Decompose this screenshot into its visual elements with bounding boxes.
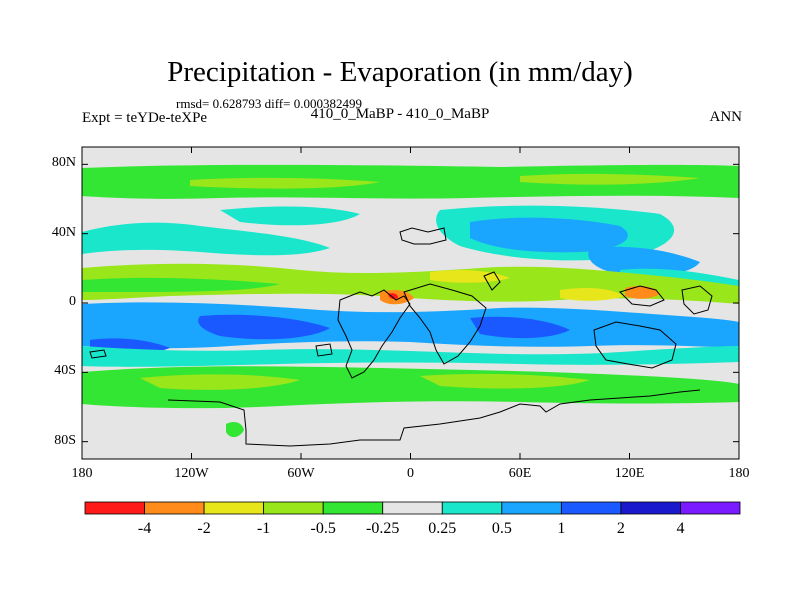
colorbar-label: 1 [557, 520, 566, 537]
south-indian-dark-blue [470, 316, 570, 339]
case-label: 410_0_MaBP - 410_0_MaBP [310, 106, 490, 122]
lon-label: 180 [728, 466, 750, 481]
colorbar-label: -0.25 [366, 520, 400, 537]
north-light-patch [190, 177, 380, 189]
colorbar-swatch-0 [84, 501, 145, 515]
colorbar-swatch-2 [203, 501, 265, 515]
lon-label: 0 [407, 466, 414, 481]
colorbar-label: 0.25 [428, 520, 457, 537]
lat-label: 80S [54, 432, 76, 448]
north-outline [399, 227, 447, 245]
colorbar-label: -0.5 [310, 520, 336, 537]
north-light-patch-2 [520, 173, 700, 185]
antarctica-outline [167, 389, 701, 447]
colorbar-label: -2 [197, 520, 211, 537]
axis-ticks [81, 147, 740, 459]
south-america-outline [337, 289, 411, 379]
atlantic-cyan-region [220, 206, 360, 226]
colorbar-label: -1 [256, 520, 271, 537]
eurasia-blue-region [470, 217, 628, 253]
red-patch [388, 293, 398, 299]
colorbar-swatch-3 [263, 501, 324, 515]
australia-outline [593, 321, 677, 369]
southern-light-green [140, 374, 300, 390]
north-wet-band [82, 164, 739, 199]
continent-outlines [89, 227, 713, 447]
colorbar-label: 4 [676, 520, 685, 537]
southern-light-green-2 [420, 373, 590, 389]
africa-outline [403, 283, 487, 365]
lon-label: 60E [508, 466, 532, 481]
lon-label: 120W [174, 466, 209, 481]
south-pacific-dark-blue [198, 314, 330, 340]
lat-label: 40S [54, 363, 76, 379]
asia-blue-region [588, 246, 700, 276]
colorbar-swatch-5 [382, 501, 443, 515]
experiment-label: Expt = teYDe-teXPe [82, 110, 208, 126]
small-island-outline [89, 349, 107, 359]
asia-peninsula-outline [483, 271, 501, 291]
pacific-yellow-patch [560, 288, 625, 301]
indonesia-outline [619, 285, 665, 307]
na-cyan-region [82, 222, 330, 256]
plot-title: Precipitation - Evaporation (in mm/day) [167, 56, 633, 88]
lat-label: 40N [51, 224, 76, 240]
pacific-island-outline [681, 285, 713, 315]
colorbar-swatch-7 [501, 501, 562, 515]
south-cyan-band [82, 346, 739, 367]
colorbar-label: 2 [616, 520, 625, 537]
season-label: ANN [709, 109, 743, 125]
lon-label: 60W [287, 466, 315, 481]
colorbar-swatch-1 [144, 501, 205, 515]
colorbar-swatch-9 [620, 501, 681, 515]
colorbar-label: -4 [137, 520, 152, 537]
small-island-outline-2 [315, 343, 333, 357]
colorbar-swatch-8 [560, 501, 622, 515]
lon-label: 120E [614, 466, 645, 481]
colorbar-swatch-6 [441, 501, 503, 515]
lat-label: 80N [51, 155, 76, 171]
rmsd-diff-stats: rmsd= 0.628793 diff= 0.000382499 [176, 96, 362, 111]
colorbar-swatch-10 [680, 501, 741, 515]
colorbar [84, 501, 741, 515]
map-field [82, 147, 739, 459]
tropical-darker-green [82, 277, 280, 292]
lon-label: 180 [71, 466, 93, 481]
colorbar-swatch-4 [322, 501, 384, 515]
colorbar-label: 0.5 [491, 520, 512, 537]
lat-label: 0 [69, 294, 76, 309]
antarctic-edge-green [226, 422, 244, 438]
